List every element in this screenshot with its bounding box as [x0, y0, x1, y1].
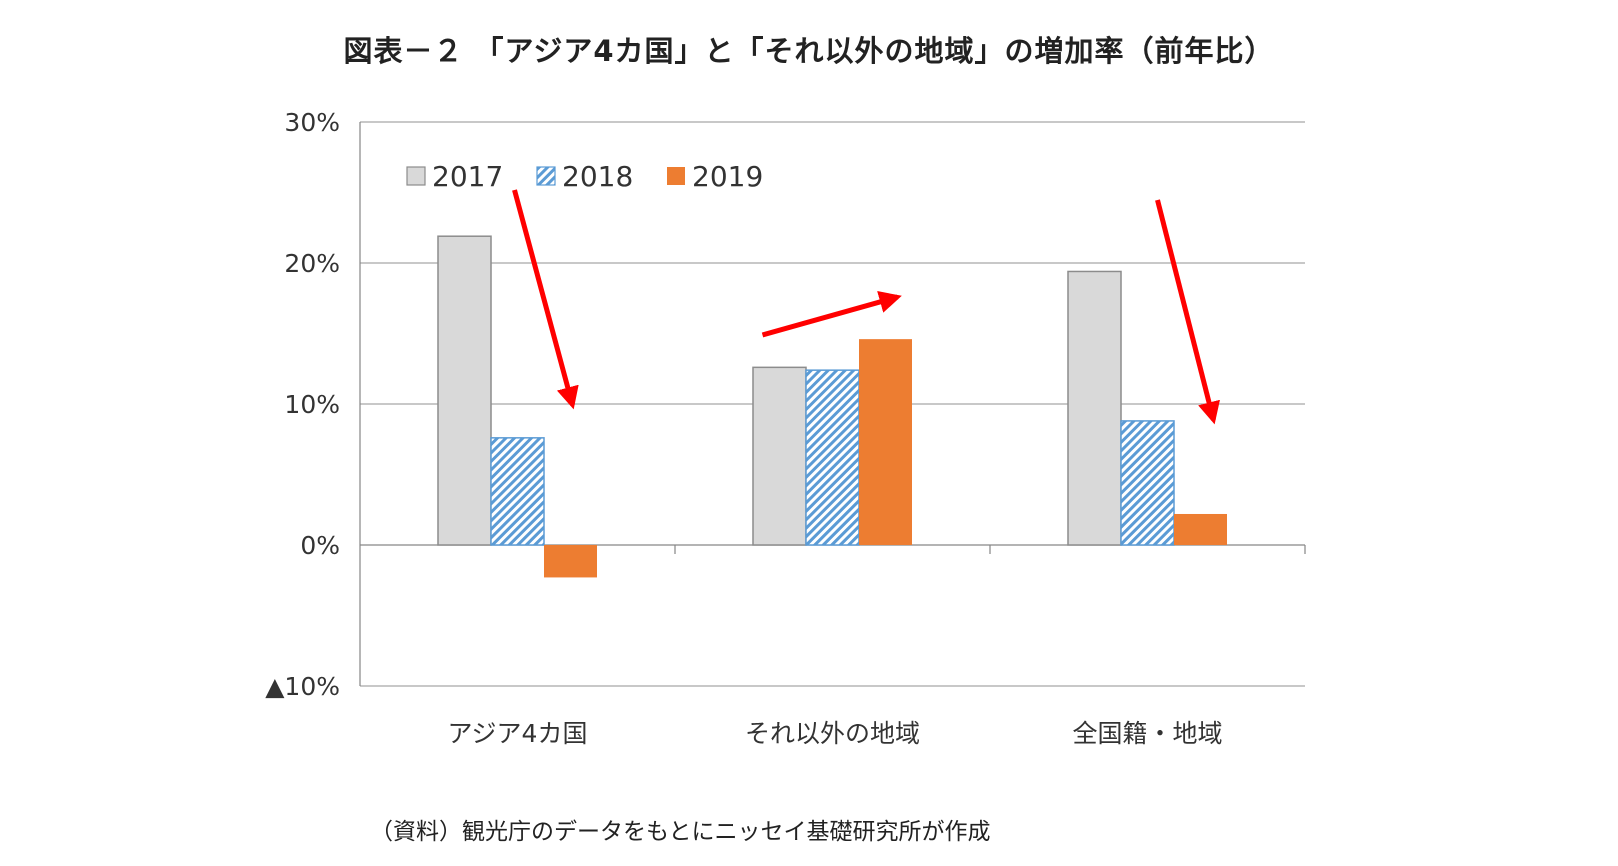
- y-tick-label: 10%: [284, 390, 340, 419]
- legend-label-2017: 2017: [432, 160, 503, 193]
- axes: 30% 20% 10% 0% ▲10% アジア4カ国 それ以外の地域 全国籍・地域: [265, 108, 1306, 748]
- bar-2017-0: [437, 235, 492, 546]
- legend-swatch-2017: [406, 166, 426, 186]
- legend-label-2019: 2019: [692, 160, 763, 193]
- bar-2018-1: [805, 369, 860, 546]
- bars: [437, 235, 1227, 578]
- bar-2018-0: [490, 437, 545, 546]
- source-note: （資料）観光庁のデータをもとにニッセイ基礎研究所が作成: [370, 819, 991, 845]
- trend-arrow-up-1: [761, 291, 902, 338]
- bar-2019-2: [1174, 513, 1227, 545]
- chart-title: 図表－２ 「アジア4カ国」と「それ以外の地域」の増加率（前年比）: [343, 34, 1275, 68]
- legend-swatch-2018: [536, 166, 556, 186]
- x-category-label: アジア4カ国: [448, 719, 588, 748]
- trend-arrow-down-0: [512, 189, 579, 410]
- legend-label-2018: 2018: [562, 160, 633, 193]
- y-tick-label: 20%: [284, 249, 340, 278]
- trend-arrow-down-2: [1155, 199, 1220, 425]
- legend: 2017 2018 2019: [406, 160, 763, 193]
- y-tick-label: 30%: [284, 108, 340, 137]
- y-tick-label: ▲10%: [265, 672, 340, 701]
- bar-2019-0: [544, 545, 597, 578]
- bar-2017-1: [752, 366, 807, 546]
- bar-2017-2: [1067, 270, 1122, 546]
- x-category-label: それ以外の地域: [745, 719, 920, 748]
- bar-2019-1: [859, 339, 912, 545]
- trend-arrows: [512, 189, 1220, 425]
- y-tick-label: 0%: [300, 531, 340, 560]
- bar-2018-2: [1120, 420, 1175, 546]
- legend-swatch-2019: [667, 167, 685, 185]
- x-category-label: 全国籍・地域: [1072, 719, 1222, 748]
